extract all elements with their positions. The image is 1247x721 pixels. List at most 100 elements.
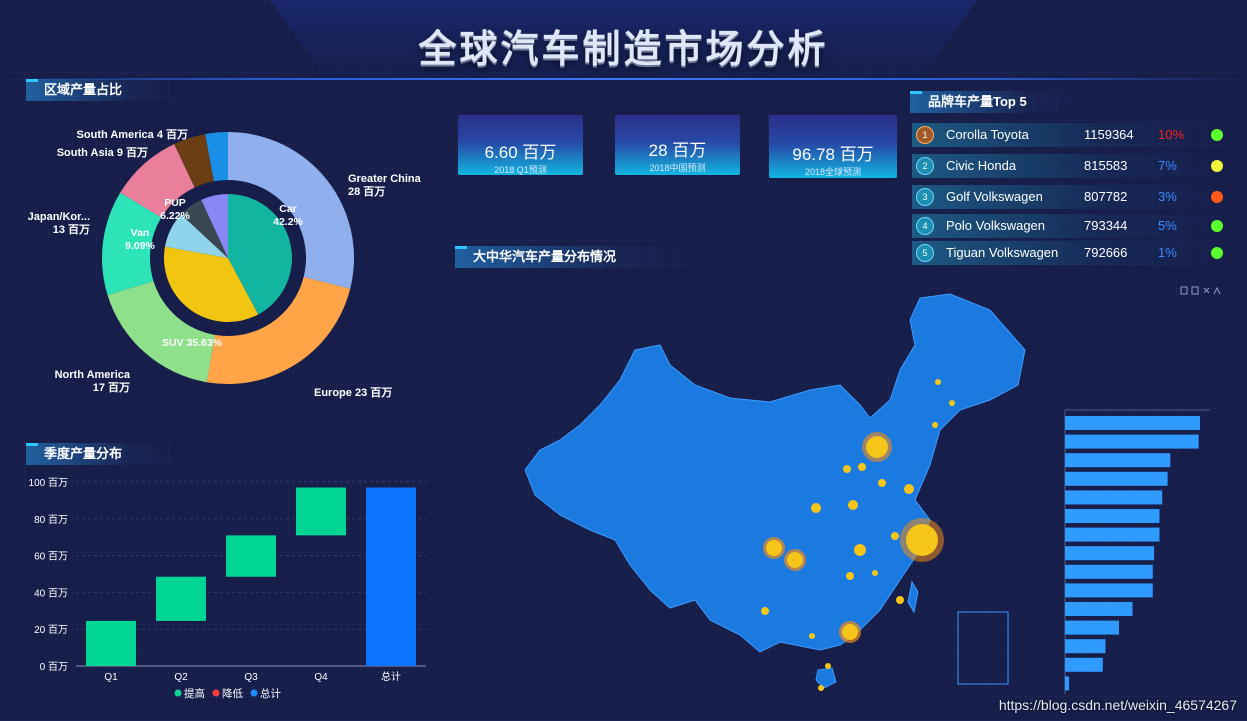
donut-outer-label: Europe 23 百万 xyxy=(314,386,392,399)
city-bar[interactable] xyxy=(1065,509,1160,523)
x-tick-label: Q3 xyxy=(244,672,258,683)
city-bar[interactable] xyxy=(1065,471,1168,486)
legend-label[interactable]: 总计 xyxy=(260,687,281,700)
data-view-icon[interactable] xyxy=(1191,286,1199,295)
donut-outer-slice[interactable] xyxy=(107,280,215,383)
donut-inner-slice[interactable] xyxy=(228,194,292,315)
kpi-card-global: 96.78 百万 2018全球预测 xyxy=(769,115,897,178)
brand-value: 792666 xyxy=(1084,245,1128,260)
title-underline xyxy=(0,78,1247,80)
save-icon[interactable] xyxy=(1213,286,1221,295)
brand-name: Polo Volkswagen xyxy=(946,218,1046,233)
city-bar[interactable] xyxy=(1065,453,1171,468)
watermark: https://blog.csdn.net/weixin_46574267 xyxy=(998,697,1237,713)
brand-row[interactable]: 4 Polo Volkswagen 793344 5% xyxy=(912,214,1228,238)
legend-marker-icon[interactable] xyxy=(250,689,258,697)
rank-badge: 4 xyxy=(916,217,934,235)
donut-outer-slice[interactable] xyxy=(206,277,351,384)
kpi-value: 6.60 百万 xyxy=(484,143,557,162)
x-tick-label: Q1 xyxy=(104,672,118,683)
brand-name: Corolla Toyota xyxy=(946,127,1029,142)
city-bar[interactable] xyxy=(1065,657,1103,672)
brand-row[interactable]: 3 Golf Volkswagen 807782 3% xyxy=(912,185,1228,209)
brand-row[interactable]: 1 Corolla Toyota 1159364 10% xyxy=(912,123,1228,147)
city-bar[interactable] xyxy=(1065,416,1200,430)
city-bar[interactable] xyxy=(1065,546,1155,561)
donut-outer-slice[interactable] xyxy=(228,132,354,289)
quarter-waterfall-chart: 0 百万 20 百万 40 百万 60 百万 80 百万 100 百万 Q1 Q2 Q3 Q4 总计… xyxy=(29,477,426,700)
city-bar[interactable] xyxy=(1065,602,1133,616)
donut-outer-label: Greater China 28 百万 xyxy=(348,173,422,198)
title-band xyxy=(270,0,977,80)
donut-outer-slice[interactable] xyxy=(205,132,228,182)
brand-pct: 7% xyxy=(1158,158,1177,173)
rank-badge: 3 xyxy=(916,188,934,206)
kpi-label: 2018 Q1预测 xyxy=(494,165,547,175)
donut-inner-slice[interactable] xyxy=(165,214,228,258)
y-tick-label: 40 百万 xyxy=(34,587,68,599)
china-map[interactable] xyxy=(520,290,1060,700)
section-title-map: 大中华汽车产量分布情况 xyxy=(455,246,695,268)
brand-name: Tiguan Volkswagen xyxy=(946,245,1059,260)
donut-inner-label: SUV 35.63% xyxy=(162,337,223,349)
brand-value: 793344 xyxy=(1084,218,1128,233)
map-toolbar[interactable] xyxy=(1180,285,1226,297)
brand-pct: 5% xyxy=(1158,218,1177,233)
y-tick-label: 0 百万 xyxy=(40,661,68,673)
page-title: 全球汽车制造市场分析 xyxy=(418,29,829,71)
donut-inner-slice[interactable] xyxy=(163,246,259,322)
city-markers xyxy=(761,379,955,691)
x-tick-label: Q2 xyxy=(174,672,188,683)
brand-row[interactable]: 2 Civic Honda 815583 7% xyxy=(912,154,1228,178)
waterfall-bar[interactable] xyxy=(86,620,136,666)
waterfall-bar[interactable] xyxy=(226,535,276,577)
waterfall-bar[interactable] xyxy=(366,487,416,666)
brand-pct: 1% xyxy=(1158,245,1177,260)
city-bar[interactable] xyxy=(1065,583,1153,598)
waterfall-bar[interactable] xyxy=(156,576,206,621)
section-title-brand: 品牌车产量Top 5 xyxy=(910,91,1080,113)
city-bar[interactable] xyxy=(1065,434,1199,449)
status-dot-icon xyxy=(1211,129,1223,141)
city-bar[interactable] xyxy=(1065,527,1160,542)
kpi-card-q1: 6.60 百万 2018 Q1预测 xyxy=(458,115,583,175)
kpi-card-china: 28 百万 2018中国预测 xyxy=(615,115,740,175)
donut-outer-slice[interactable] xyxy=(120,144,195,218)
donut-outer-label: Japan/Kor... 13 百万 xyxy=(28,211,90,236)
hainan-shape xyxy=(815,667,837,689)
brand-value: 815583 xyxy=(1084,158,1128,173)
donut-inner-slice[interactable] xyxy=(201,194,228,258)
donut-inner-slice[interactable] xyxy=(181,199,228,258)
legend-marker-icon[interactable] xyxy=(212,689,220,697)
brand-value: 807782 xyxy=(1084,189,1128,204)
legend-marker-icon[interactable] xyxy=(174,689,182,697)
legend-label[interactable]: 提高 xyxy=(184,687,205,700)
donut-inner-label: Van 9.09% xyxy=(125,227,155,252)
waterfall-bar[interactable] xyxy=(296,487,346,536)
brand-name: Golf Volkswagen xyxy=(946,189,1043,204)
city-bar-chart xyxy=(1064,409,1210,694)
x-tick-label: 总计 xyxy=(381,670,401,683)
restore-icon[interactable] xyxy=(1180,286,1188,295)
legend-label[interactable]: 降低 xyxy=(222,687,243,700)
city-bar[interactable] xyxy=(1065,676,1070,691)
donut-outer-slice[interactable] xyxy=(174,134,214,188)
kpi-label: 2018中国预测 xyxy=(649,163,706,173)
city-bar[interactable] xyxy=(1065,620,1119,635)
brand-name: Civic Honda xyxy=(946,158,1017,173)
section-title-quarter: 季度产量分布 xyxy=(26,443,176,465)
x-tick-label: Q4 xyxy=(314,672,328,683)
kpi-label: 2018全球预测 xyxy=(804,167,862,177)
status-dot-icon xyxy=(1211,191,1223,203)
donut-outer-slice[interactable] xyxy=(102,192,162,296)
status-dot-icon xyxy=(1211,247,1223,259)
y-tick-label: 80 百万 xyxy=(34,514,68,526)
city-bar[interactable] xyxy=(1065,564,1153,579)
donut-outer-label: South Asia 9 百万 xyxy=(57,146,148,159)
brand-row[interactable]: 5 Tiguan Volkswagen 792666 1% xyxy=(912,241,1228,265)
zoom-icon[interactable] xyxy=(1203,287,1210,294)
city-bar[interactable] xyxy=(1065,490,1163,505)
south-sea-inset xyxy=(957,611,1009,685)
status-dot-icon xyxy=(1211,220,1223,232)
city-bar[interactable] xyxy=(1065,639,1106,654)
